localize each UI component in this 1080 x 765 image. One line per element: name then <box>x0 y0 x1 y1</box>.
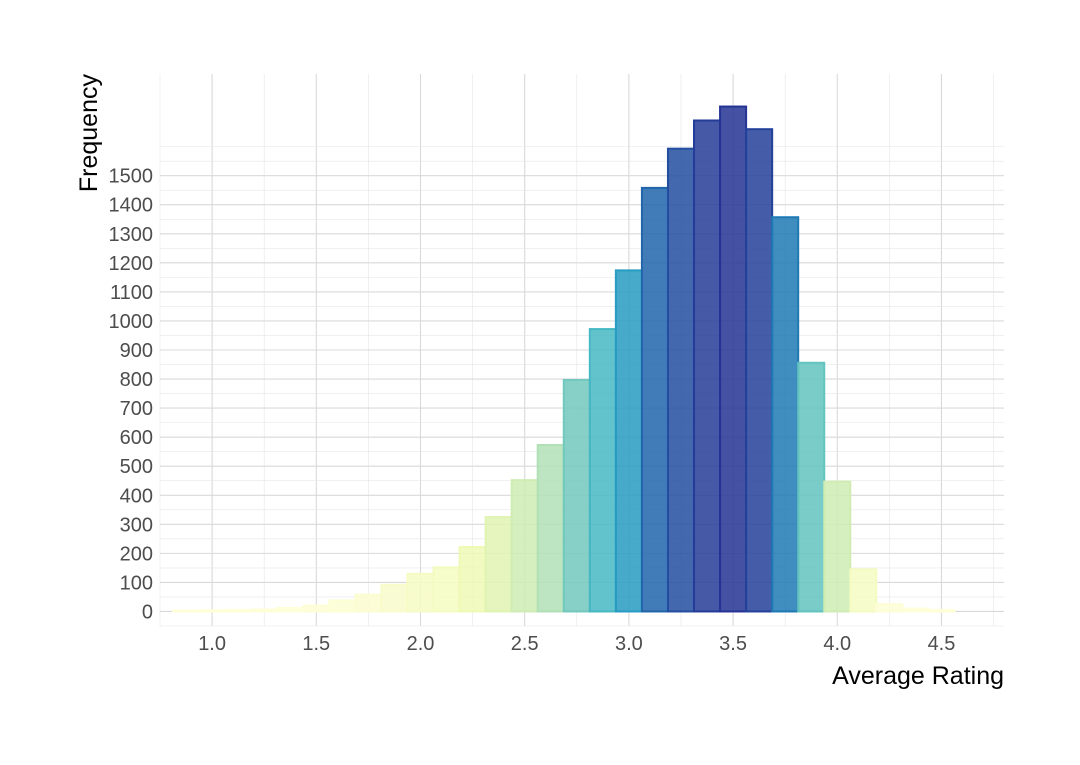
histogram-bar <box>172 609 201 613</box>
x-tick-label: 1.5 <box>302 633 330 655</box>
histogram-bar <box>875 603 904 613</box>
y-tick-label: 800 <box>120 369 153 391</box>
histogram-bars <box>172 105 956 613</box>
x-axis-title: Average Rating <box>832 662 1004 690</box>
y-axis-title: Frequency <box>75 74 103 193</box>
histogram-bar <box>328 599 357 613</box>
histogram-bar <box>224 609 253 613</box>
x-tick-label: 3.0 <box>615 633 643 655</box>
x-axis-ticks: 1.0 1.5 2.0 2.5 3.0 3.5 4.0 4.5 <box>198 633 955 655</box>
histogram-bar <box>432 566 461 613</box>
histogram-bar <box>927 609 956 613</box>
histogram-bar <box>666 147 696 613</box>
y-tick-label: 1200 <box>109 253 154 275</box>
histogram-bar <box>276 606 305 613</box>
histogram-bar <box>198 609 227 613</box>
histogram-bar <box>588 328 617 613</box>
histogram-bar <box>901 607 930 613</box>
y-tick-label: 1000 <box>109 311 154 333</box>
y-tick-label: 0 <box>142 601 153 623</box>
histogram-bar <box>302 604 331 613</box>
histogram-bar <box>849 568 878 613</box>
x-tick-label: 3.5 <box>719 633 747 655</box>
histogram-bar <box>484 516 513 613</box>
histogram-bar <box>380 583 409 613</box>
y-tick-label: 500 <box>120 456 153 478</box>
histogram-bar <box>745 128 774 613</box>
histogram-bar <box>797 361 826 613</box>
x-tick-label: 4.0 <box>823 633 851 655</box>
histogram-bar <box>719 105 748 613</box>
y-axis-ticks: 0 100 200 300 400 500 600 700 800 900 1000 1100 1200… <box>109 166 154 624</box>
histogram-bar <box>562 378 591 613</box>
y-tick-label: 1500 <box>109 166 154 188</box>
y-tick-label: 400 <box>120 485 153 507</box>
histogram-bar <box>250 608 279 613</box>
histogram-bar <box>406 572 435 613</box>
x-tick-label: 4.5 <box>928 633 956 655</box>
histogram-bar <box>354 593 383 613</box>
x-tick-label: 1.0 <box>198 633 226 655</box>
histogram-bar <box>458 545 487 613</box>
y-tick-label: 600 <box>120 427 153 449</box>
y-tick-label: 1400 <box>109 195 154 217</box>
histogram-bar <box>536 444 565 613</box>
y-tick-label: 900 <box>120 340 153 362</box>
y-tick-label: 1300 <box>109 224 154 246</box>
histogram-bar <box>614 269 643 613</box>
y-tick-label: 300 <box>120 514 153 536</box>
y-tick-label: 100 <box>120 572 153 594</box>
y-tick-label: 1100 <box>110 282 153 304</box>
histogram-bar <box>640 186 669 613</box>
histogram-bar <box>823 480 852 613</box>
histogram-bar <box>510 479 539 613</box>
x-tick-label: 2.0 <box>407 633 435 655</box>
histogram-bar <box>771 216 800 613</box>
y-tick-label: 200 <box>120 543 153 565</box>
histogram-bar <box>693 119 722 613</box>
x-tick-label: 2.5 <box>511 633 539 655</box>
y-tick-label: 700 <box>120 398 153 420</box>
